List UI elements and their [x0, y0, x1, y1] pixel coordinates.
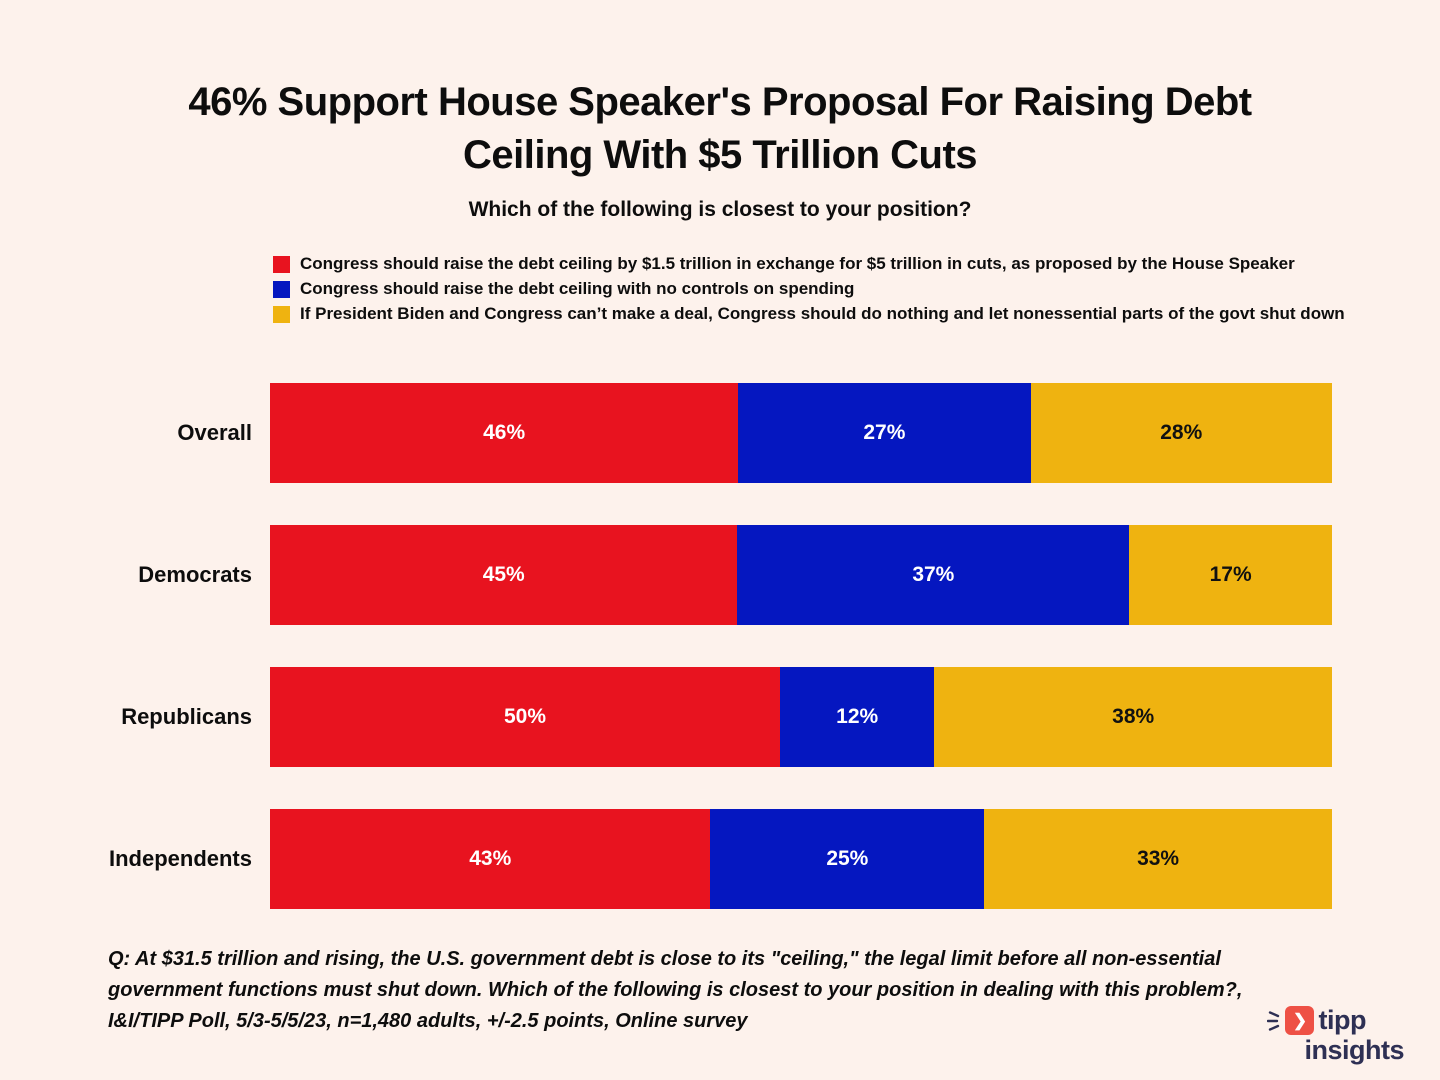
- legend-swatch-red-icon: [273, 255, 290, 273]
- bar-value-label: 33%: [1137, 847, 1180, 870]
- category-label: Republicans: [121, 704, 252, 729]
- bar-segment: 25%: [710, 809, 985, 909]
- stacked-bar: 43% 25% 33%: [270, 809, 1332, 909]
- bar-segment: 37%: [737, 525, 1130, 625]
- source-note: Q: At $31.5 trillion and rising, the U.S…: [108, 944, 1332, 1037]
- legend-item-shutdown: If President Biden and Congress can’t ma…: [273, 304, 1420, 324]
- bar-value-label: 50%: [503, 705, 546, 728]
- logo-arrow-icon: ❯: [1285, 1006, 1315, 1035]
- bar-row: Independents 43% 25% 33%: [0, 809, 1332, 909]
- bar-value-label: 43%: [469, 847, 512, 870]
- legend: Congress should raise the debt ceiling b…: [273, 254, 1420, 324]
- legend-label: Congress should raise the debt ceiling w…: [300, 279, 855, 298]
- bar-segment: 43%: [270, 809, 711, 909]
- source-note-line: government functions must shut down. Whi…: [108, 979, 1243, 1001]
- bar-value-label: 25%: [826, 847, 869, 870]
- logo-rays-icon: [1267, 1010, 1280, 1031]
- stacked-bar: 50% 12% 38%: [270, 667, 1332, 767]
- legend-label: Congress should raise the debt ceiling b…: [300, 254, 1295, 273]
- bar-value-label: 45%: [482, 563, 525, 586]
- bar-row: Overall 46% 27% 28%: [0, 383, 1332, 483]
- tipp-insights-logo: ❯ tipp insights: [1267, 1006, 1404, 1064]
- bar-segment: 45%: [270, 525, 738, 625]
- legend-item-house-speaker-plan: Congress should raise the debt ceiling b…: [273, 254, 1420, 274]
- source-note-line: Q: At $31.5 trillion and rising, the U.S…: [108, 948, 1221, 970]
- category-label: Independents: [108, 846, 252, 871]
- legend-swatch-yellow-icon: [273, 305, 290, 323]
- bar-value-label: 38%: [1112, 705, 1155, 728]
- logo-word-insights: insights: [1304, 1035, 1404, 1065]
- bar-row: Republicans 50% 12% 38%: [0, 667, 1332, 767]
- legend-swatch-blue-icon: [273, 280, 290, 298]
- bar-rows: Overall 46% 27% 28% Democrats 45% 37% 17% Republ…: [0, 383, 1332, 909]
- bar-value-label: 28%: [1160, 421, 1203, 444]
- category-label: Overall: [177, 420, 252, 445]
- bar-segment: 50%: [270, 667, 780, 767]
- bar-segment: 28%: [1030, 383, 1332, 483]
- chart-subtitle: Which of the following is closest to you…: [468, 198, 972, 221]
- source-note-line: I&I/TIPP Poll, 5/3-5/5/23, n=1,480 adult…: [108, 1010, 748, 1032]
- bar-value-label: 27%: [863, 421, 906, 444]
- bar-segment: 12%: [779, 667, 935, 767]
- bar-value-label: 17%: [1209, 563, 1252, 586]
- bar-segment: 38%: [934, 667, 1332, 767]
- bar-value-label: 46%: [483, 421, 526, 444]
- category-label: Democrats: [138, 562, 252, 587]
- stacked-bar: 45% 37% 17%: [270, 525, 1332, 625]
- stacked-bar: 46% 27% 28%: [270, 383, 1332, 483]
- bar-segment: 17%: [1129, 525, 1332, 625]
- bar-value-label: 37%: [912, 563, 955, 586]
- legend-label: If President Biden and Congress can’t ma…: [300, 304, 1345, 323]
- legend-item-no-controls: Congress should raise the debt ceiling w…: [273, 279, 1420, 299]
- bar-segment: 27%: [738, 383, 1031, 483]
- chart-title: 46% Support House Speaker's Proposal For…: [188, 80, 1252, 177]
- bar-row: Democrats 45% 37% 17%: [0, 525, 1332, 625]
- bar-segment: 33%: [984, 809, 1332, 909]
- bar-value-label: 12%: [836, 705, 879, 728]
- bar-segment: 46%: [270, 383, 739, 483]
- logo-word-tipp: tipp: [1318, 1005, 1366, 1035]
